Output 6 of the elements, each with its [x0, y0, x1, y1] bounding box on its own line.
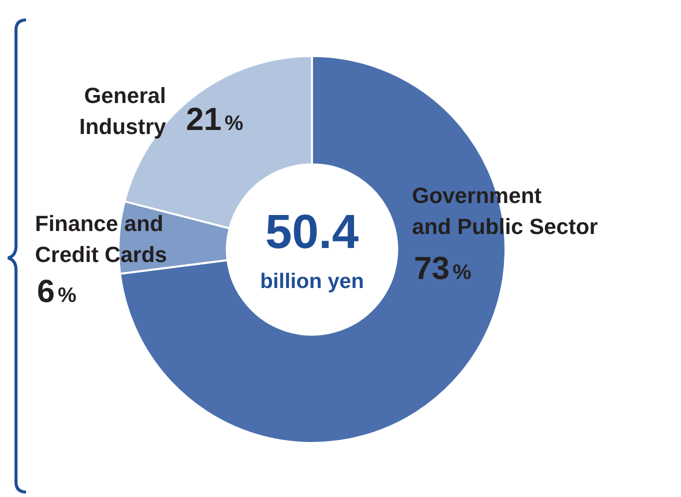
- slice-label: General Industry: [78, 82, 166, 141]
- data-label: 6%: [37, 273, 76, 310]
- text: 50.4: [264, 205, 360, 260]
- data-label: 73%: [414, 250, 472, 287]
- text: billion yen: [259, 270, 365, 294]
- data-label: 21%: [186, 101, 244, 138]
